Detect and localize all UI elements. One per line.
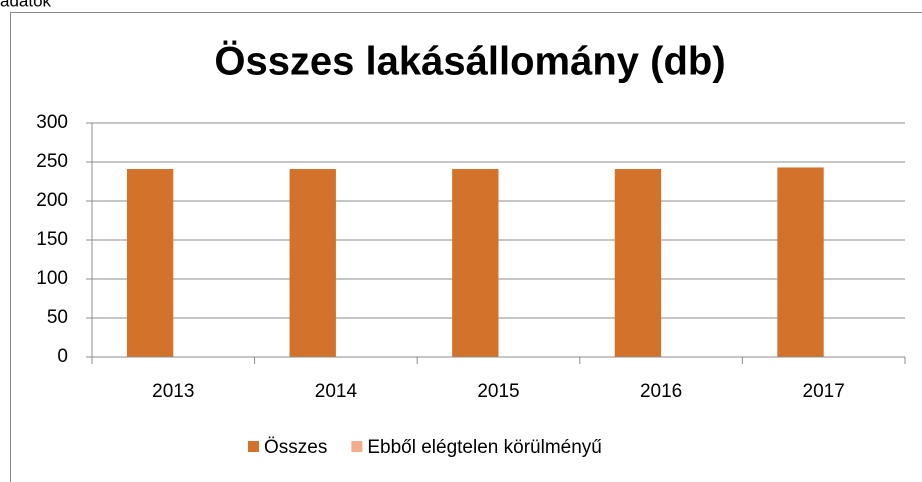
legend-swatch <box>351 441 363 452</box>
bar <box>289 169 336 357</box>
bar <box>126 169 174 357</box>
x-tick-label: 2017 <box>803 381 845 402</box>
y-tick-label: 200 <box>36 190 68 211</box>
chart-title: Összes lakásállomány (db) <box>214 39 725 84</box>
legend-label: Ebből elégtelen körülményű <box>367 437 602 458</box>
y-tick-label: 0 <box>57 346 68 367</box>
y-tick-label: 50 <box>47 307 68 328</box>
y-tick-label: 100 <box>36 268 68 289</box>
x-tick-label: 2014 <box>315 381 358 402</box>
legend-swatch <box>248 441 259 452</box>
bar <box>777 167 824 357</box>
x-tick-label: 2015 <box>477 381 519 402</box>
x-tick-label: 2013 <box>152 381 194 402</box>
bar <box>452 169 499 357</box>
x-tick-label: 2016 <box>640 381 682 402</box>
y-tick-label: 300 <box>36 112 68 133</box>
y-tick-label: 250 <box>36 151 68 172</box>
y-tick-label: 150 <box>36 229 68 250</box>
page-label: adatok <box>0 0 52 10</box>
legend-label: Összes <box>264 437 327 458</box>
bar <box>614 169 662 357</box>
